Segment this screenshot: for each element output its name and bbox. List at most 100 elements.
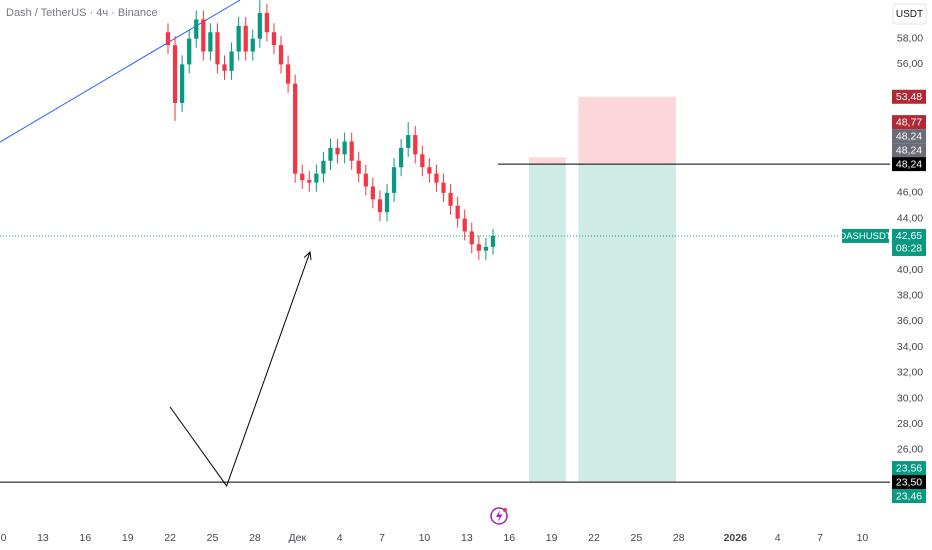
- stop-zone: [528, 157, 566, 165]
- candle-body: [377, 199, 383, 213]
- x-tick-label: 28: [249, 532, 261, 544]
- y-tick-label: 58,00: [897, 32, 923, 44]
- symbol-label: DASHUSDT: [839, 231, 891, 242]
- y-tick-label: 30,00: [897, 392, 923, 404]
- price-label: 48,77: [896, 116, 922, 128]
- price-label-box: [892, 489, 926, 504]
- drawing: [169, 251, 311, 487]
- trendline: [0, 0, 241, 143]
- candle-body: [342, 141, 347, 155]
- icon-circle: [490, 507, 508, 525]
- candle-body: [399, 147, 404, 168]
- icon-bolt: [496, 510, 503, 522]
- price-label-box: [892, 129, 926, 144]
- y-tick-label: 34,00: [897, 341, 923, 353]
- candle-body: [187, 38, 192, 65]
- candle-body: [229, 51, 234, 71]
- price-label-box: [892, 115, 926, 130]
- y-tick-label: 44,00: [897, 212, 923, 224]
- y-tick-label: 46,00: [897, 187, 923, 199]
- x-tick-label: 25: [631, 532, 643, 544]
- candle-body: [264, 12, 270, 33]
- y-tick-label: 40,00: [897, 264, 923, 276]
- last-price-box: [892, 228, 926, 256]
- candle-body: [455, 205, 460, 219]
- candle-body: [165, 32, 171, 46]
- candle-body: [278, 45, 284, 65]
- price-label: 23,50: [896, 476, 922, 488]
- candle-body: [335, 147, 340, 155]
- candle-body: [293, 83, 298, 174]
- candle-body: [180, 64, 185, 103]
- plot-area: [0, 0, 890, 487]
- candle-body: [285, 64, 291, 84]
- price-label: 48,24: [896, 158, 922, 170]
- y-tick-label: 32,00: [897, 367, 923, 379]
- price-label: 48,24: [896, 144, 922, 156]
- x-tick-label: 10: [0, 532, 7, 544]
- last-price-label: 42,65: [896, 230, 922, 242]
- candle-body: [462, 218, 467, 232]
- candle-body: [349, 141, 354, 161]
- x-tick-label: 13: [37, 532, 49, 544]
- x-tick-label: 13: [461, 532, 473, 544]
- countdown-label: 08:28: [896, 243, 922, 255]
- candle-body: [413, 135, 418, 155]
- candle-body: [476, 244, 481, 251]
- candle-body: [307, 180, 312, 183]
- y-tick-label: 26,00: [897, 444, 923, 456]
- price-label-box: [892, 461, 926, 476]
- currency-button-label[interactable]: USDT: [896, 9, 923, 20]
- candle-body: [236, 25, 241, 52]
- candle-body: [271, 32, 277, 46]
- candle-body: [434, 173, 439, 183]
- candle-body: [215, 32, 220, 65]
- candle-body: [300, 173, 305, 181]
- target-zone: [578, 164, 676, 482]
- candle-body: [370, 186, 375, 200]
- candle-body: [363, 173, 368, 187]
- price-label: 53,48: [896, 91, 922, 103]
- x-tick-label: 7: [817, 532, 823, 544]
- candle-body: [441, 182, 446, 193]
- candle-body: [257, 12, 262, 39]
- price-label-box: [892, 89, 926, 104]
- x-tick-label: 22: [588, 532, 600, 544]
- price-label-box: [892, 143, 926, 158]
- candle-body: [222, 64, 227, 71]
- candle-body: [384, 192, 390, 213]
- price-label: 23,46: [896, 490, 922, 502]
- candle-body: [314, 173, 319, 183]
- y-tick-label: 28,00: [897, 418, 923, 430]
- x-tick-label: 10: [419, 532, 431, 544]
- x-tick-label: 22: [164, 532, 176, 544]
- candle-body: [328, 147, 333, 161]
- candle-body: [356, 160, 361, 174]
- icon-dot: [503, 508, 507, 512]
- x-tick-label: 19: [122, 532, 134, 544]
- candle-body: [208, 32, 213, 52]
- price-label-box: [892, 157, 926, 172]
- symbol-label-box: [842, 228, 889, 243]
- currency-button[interactable]: [892, 3, 927, 25]
- y-tick-label: 56,00: [897, 58, 923, 70]
- price-label-box: [892, 475, 926, 490]
- x-tick-label: 19: [546, 532, 558, 544]
- candle-body: [427, 167, 432, 174]
- x-tick-label: 4: [775, 532, 781, 544]
- candle-body: [448, 192, 453, 206]
- stop-zone: [578, 96, 676, 165]
- chart-title: Dash / TetherUS · 4ч · Binance: [6, 7, 158, 19]
- y-tick-label: 36,00: [897, 315, 923, 327]
- arrow-head: [303, 250, 312, 261]
- candle-body: [321, 160, 326, 174]
- price-label: 23,56: [896, 462, 922, 474]
- candle-body: [469, 231, 474, 245]
- candle-body: [172, 45, 178, 103]
- x-tick-label: 16: [503, 532, 515, 544]
- alert-icon[interactable]: [490, 507, 508, 525]
- x-tick-label: 7: [379, 532, 385, 544]
